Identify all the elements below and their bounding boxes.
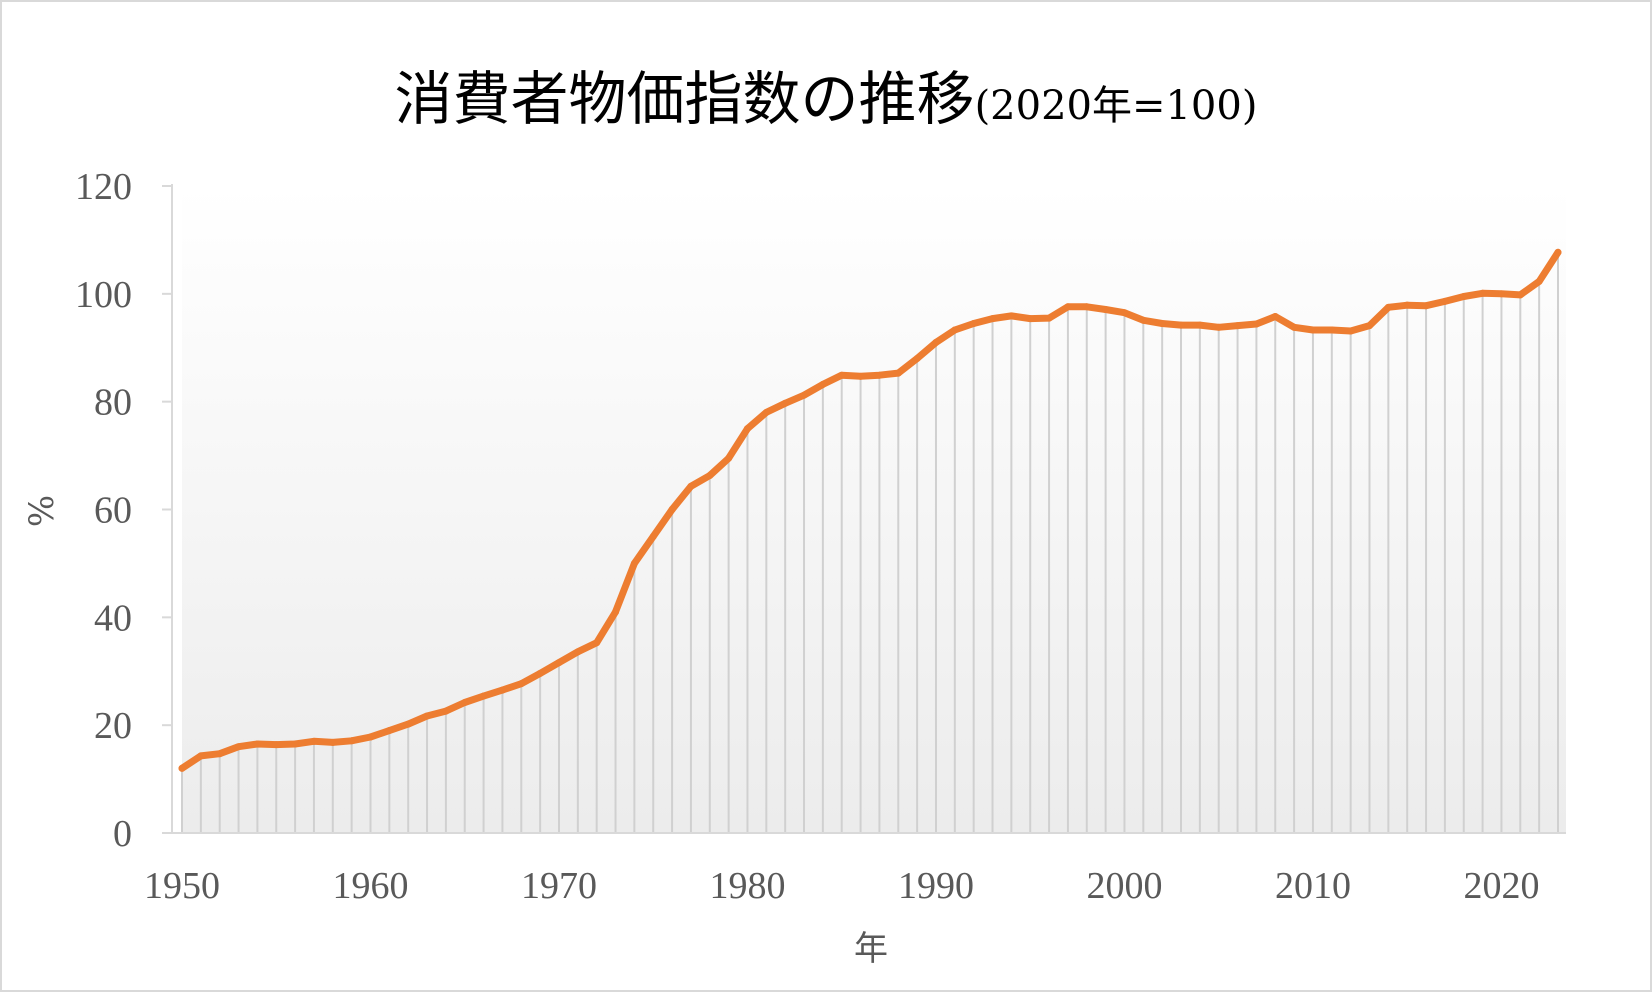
series-layer: [178, 248, 1562, 772]
x-tick-label: 1980: [709, 865, 785, 907]
data-point: [253, 740, 261, 748]
data-point: [1554, 248, 1562, 256]
data-point: [1497, 290, 1505, 298]
data-point: [1196, 321, 1204, 329]
data-point: [498, 686, 506, 694]
data-point: [762, 408, 770, 416]
chart-title-block: 消費者物価指数の推移(2020年=100): [0, 52, 1652, 136]
data-point: [819, 380, 827, 388]
data-point: [970, 319, 978, 327]
data-point: [272, 741, 280, 749]
data-point: [1479, 289, 1487, 297]
data-point: [1234, 322, 1242, 330]
y-tick-label: 120: [75, 166, 132, 208]
data-point: [1215, 323, 1223, 331]
data-point: [536, 669, 544, 677]
data-point: [348, 737, 356, 745]
data-point: [1120, 309, 1128, 317]
data-point: [725, 454, 733, 462]
data-point: [1064, 303, 1072, 311]
data-point: [649, 532, 657, 540]
data-point: [404, 720, 412, 728]
data-point: [1460, 293, 1468, 301]
data-point: [1026, 315, 1034, 323]
data-point: [1139, 316, 1147, 324]
data-point: [423, 712, 431, 720]
data-point: [1366, 322, 1374, 330]
data-point: [1290, 323, 1298, 331]
data-point: [1441, 297, 1449, 305]
data-point: [574, 648, 582, 656]
x-tick-label: 1960: [332, 865, 408, 907]
chart-subtitle: (2020年=100): [974, 83, 1258, 129]
y-tick-label: 80: [94, 382, 132, 424]
data-point: [989, 315, 997, 323]
data-point: [913, 355, 921, 363]
x-axis: 1950 1960 1970 1980 1990 2000 2010 2020: [144, 832, 1566, 907]
data-point: [875, 371, 883, 379]
data-point: [1403, 301, 1411, 309]
x-tick-label: 1950: [144, 865, 220, 907]
x-axis-title: 年: [854, 929, 888, 969]
y-tick-label: 60: [94, 490, 132, 532]
data-point: [857, 372, 865, 380]
data-point: [1252, 320, 1260, 328]
y-tick-label: 100: [75, 274, 132, 316]
data-point: [706, 472, 714, 480]
data-point: [800, 391, 808, 399]
data-point: [1177, 321, 1185, 329]
data-point: [442, 707, 450, 715]
x-tick-label: 1990: [898, 865, 974, 907]
data-point: [216, 750, 224, 758]
x-tick-label: 2000: [1086, 865, 1162, 907]
data-point: [517, 680, 525, 688]
data-point: [1328, 326, 1336, 334]
y-axis-title: %: [22, 495, 62, 527]
data-point: [838, 371, 846, 379]
data-point: [612, 608, 620, 616]
data-point: [1347, 327, 1355, 335]
data-point: [593, 639, 601, 647]
data-point: [1535, 277, 1543, 285]
data-point: [1271, 312, 1279, 320]
data-point: [385, 727, 393, 735]
data-point: [178, 764, 186, 772]
data-point: [1158, 319, 1166, 327]
drop-lines: [181, 252, 1559, 833]
data-point: [480, 692, 488, 700]
data-point: [1384, 303, 1392, 311]
data-point: [743, 425, 751, 433]
data-point: [1083, 303, 1091, 311]
data-point: [781, 399, 789, 407]
data-point: [1516, 291, 1524, 299]
data-point: [1422, 302, 1430, 310]
y-axis: 0 20 40 60 80 100 120: [75, 166, 173, 855]
data-point: [461, 699, 469, 707]
data-point: [555, 659, 563, 667]
data-point: [1045, 314, 1053, 322]
x-tick-label: 2020: [1463, 865, 1539, 907]
data-point: [894, 369, 902, 377]
data-point: [932, 338, 940, 346]
data-point: [329, 738, 337, 746]
data-point: [951, 326, 959, 334]
data-point: [366, 733, 374, 741]
data-point: [197, 752, 205, 760]
data-point: [310, 737, 318, 745]
y-tick-label: 40: [94, 597, 132, 639]
y-tick-label: 20: [94, 705, 132, 747]
x-tick-label: 2010: [1275, 865, 1351, 907]
data-point: [1102, 305, 1110, 313]
data-point: [687, 482, 695, 490]
data-point: [630, 559, 638, 567]
data-point: [1309, 326, 1317, 334]
data-point: [1007, 312, 1015, 320]
x-tick-label: 1970: [521, 865, 597, 907]
data-point: [235, 743, 243, 751]
data-point: [668, 506, 676, 513]
chart-title: 消費者物価指数の推移: [394, 65, 975, 133]
data-point: [291, 740, 299, 748]
y-tick-label: 0: [113, 813, 132, 855]
